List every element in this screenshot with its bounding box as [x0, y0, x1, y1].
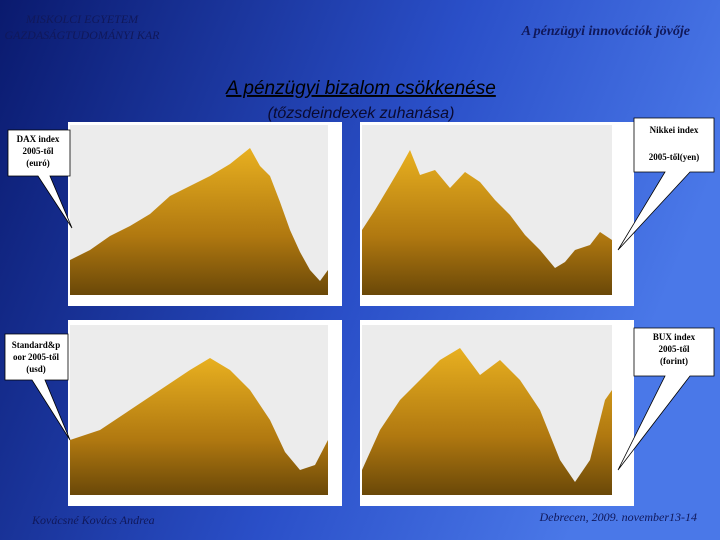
area	[362, 150, 612, 295]
area	[362, 348, 612, 495]
callout-text: 2005-től	[659, 344, 690, 354]
callout-bubble	[617, 327, 715, 471]
callout-text: Standard&p	[12, 340, 61, 350]
chart-panel	[360, 122, 634, 306]
title: A pénzügyi bizalom csökkenése	[225, 78, 496, 99]
callout-text: (forint)	[660, 356, 688, 366]
footer-left: Kovácsné Kovács Andrea	[31, 513, 155, 527]
subtitle: (tőzsdeindexek zuhanása)	[268, 105, 455, 122]
callout-text: BUX index	[653, 332, 696, 342]
callout-bubble	[4, 333, 71, 441]
callout-text: oor 2005-től	[13, 352, 60, 362]
callout: DAX index 2005-től (euró)	[7, 129, 73, 229]
chart-panel	[68, 320, 342, 506]
area	[70, 148, 328, 295]
callout-text: 2005-től(yen)	[649, 152, 700, 162]
callout: Nikkei index 2005-től(yen)	[617, 117, 715, 251]
org-line: MISKOLCI EGYETEM	[25, 12, 139, 26]
callout-bubble	[7, 129, 73, 229]
header-right: A pénzügyi innovációk jövője	[521, 24, 690, 39]
callout-text: 2005-től	[23, 146, 54, 156]
callout-text: Nikkei index	[650, 125, 699, 135]
callout-bubble	[617, 117, 715, 251]
org-line: GAZDASÁGTUDOMÁNYI KAR	[5, 28, 161, 42]
chart-panel	[360, 320, 634, 506]
footer-right: Debrecen, 2009. november13-14	[538, 510, 697, 524]
callout-text: (usd)	[26, 364, 46, 374]
callout-text: DAX index	[17, 134, 60, 144]
callout: Standard&p oor 2005-től (usd)	[4, 333, 71, 441]
area	[70, 358, 328, 495]
callout: BUX index 2005-től (forint)	[617, 327, 715, 471]
chart-panel	[68, 122, 342, 306]
callout-text: (euró)	[26, 158, 50, 168]
